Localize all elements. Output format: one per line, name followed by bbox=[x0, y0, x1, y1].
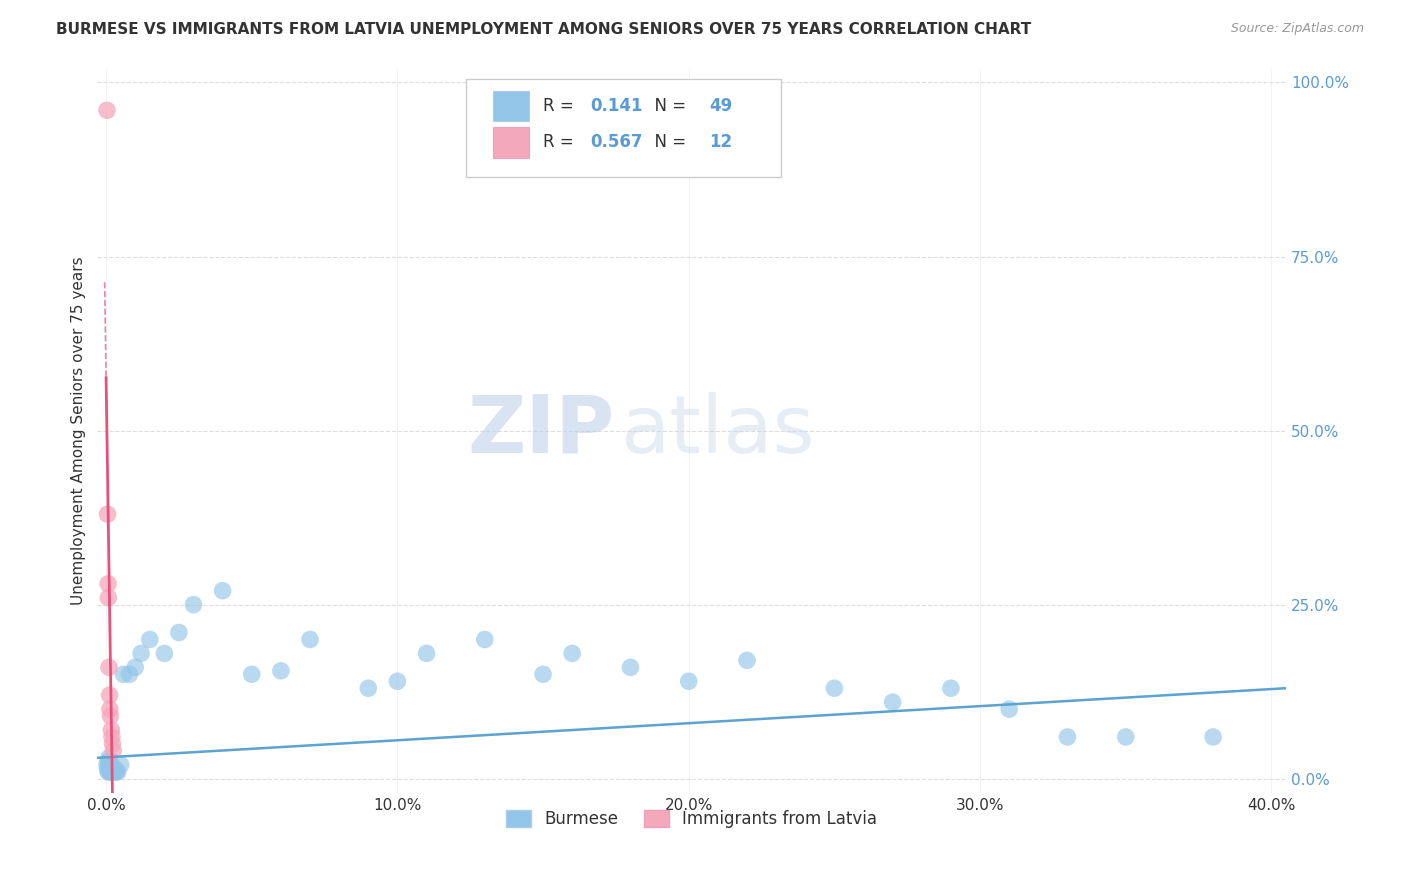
Text: N =: N = bbox=[644, 134, 692, 152]
Point bbox=[112, 667, 135, 681]
Point bbox=[387, 674, 409, 689]
Point bbox=[129, 647, 152, 661]
Point bbox=[183, 598, 205, 612]
Text: 0.567: 0.567 bbox=[591, 134, 643, 152]
Text: R =: R = bbox=[543, 134, 579, 152]
Point bbox=[100, 761, 122, 775]
Point bbox=[97, 754, 120, 768]
Point bbox=[118, 667, 141, 681]
Text: ZIP: ZIP bbox=[467, 392, 614, 469]
Text: 0.141: 0.141 bbox=[591, 97, 643, 115]
Point bbox=[96, 761, 118, 775]
Point bbox=[97, 591, 120, 605]
Point bbox=[100, 757, 122, 772]
Point bbox=[98, 761, 121, 775]
Point bbox=[103, 744, 125, 758]
Point bbox=[98, 660, 121, 674]
Point bbox=[735, 653, 758, 667]
Text: 49: 49 bbox=[710, 97, 733, 115]
Point bbox=[107, 764, 129, 779]
Point bbox=[270, 664, 292, 678]
Point bbox=[124, 660, 146, 674]
Text: N =: N = bbox=[644, 97, 692, 115]
Point bbox=[96, 757, 118, 772]
Point bbox=[98, 702, 121, 716]
Point bbox=[104, 764, 127, 779]
Y-axis label: Unemployment Among Seniors over 75 years: Unemployment Among Seniors over 75 years bbox=[72, 256, 86, 605]
Point bbox=[619, 660, 641, 674]
Point bbox=[110, 757, 132, 772]
Point bbox=[298, 632, 321, 647]
Text: 12: 12 bbox=[710, 134, 733, 152]
Text: BURMESE VS IMMIGRANTS FROM LATVIA UNEMPLOYMENT AMONG SENIORS OVER 75 YEARS CORRE: BURMESE VS IMMIGRANTS FROM LATVIA UNEMPL… bbox=[56, 22, 1032, 37]
Point bbox=[998, 702, 1021, 716]
Point bbox=[1056, 730, 1078, 744]
Point bbox=[882, 695, 904, 709]
Point bbox=[100, 764, 122, 779]
Point bbox=[678, 674, 700, 689]
Point bbox=[104, 761, 127, 775]
Point bbox=[97, 576, 120, 591]
Point bbox=[139, 632, 162, 647]
Point bbox=[100, 709, 122, 723]
Text: R =: R = bbox=[543, 97, 579, 115]
Point bbox=[103, 764, 125, 779]
Point bbox=[167, 625, 190, 640]
Point bbox=[103, 764, 125, 779]
Legend: Burmese, Immigrants from Latvia: Burmese, Immigrants from Latvia bbox=[499, 804, 883, 835]
Point bbox=[1115, 730, 1137, 744]
Point bbox=[97, 764, 120, 779]
FancyBboxPatch shape bbox=[494, 128, 529, 158]
Text: atlas: atlas bbox=[620, 392, 814, 469]
Point bbox=[98, 751, 121, 765]
Point bbox=[105, 764, 128, 779]
Point bbox=[101, 737, 124, 751]
Point bbox=[823, 681, 845, 696]
FancyBboxPatch shape bbox=[465, 79, 780, 178]
Point bbox=[474, 632, 496, 647]
Point bbox=[415, 647, 437, 661]
Point bbox=[96, 507, 118, 521]
Point bbox=[153, 647, 176, 661]
Point bbox=[101, 764, 124, 779]
Point bbox=[211, 583, 233, 598]
Point bbox=[939, 681, 962, 696]
Point bbox=[240, 667, 263, 681]
Point bbox=[96, 103, 118, 118]
Point bbox=[98, 757, 121, 772]
Point bbox=[100, 723, 122, 737]
Point bbox=[357, 681, 380, 696]
Point bbox=[101, 761, 124, 775]
Point bbox=[101, 730, 124, 744]
Point bbox=[1202, 730, 1225, 744]
Point bbox=[100, 764, 122, 779]
Point bbox=[98, 764, 121, 779]
Point bbox=[561, 647, 583, 661]
Point bbox=[98, 688, 121, 702]
Point bbox=[531, 667, 554, 681]
FancyBboxPatch shape bbox=[494, 91, 529, 121]
Text: Source: ZipAtlas.com: Source: ZipAtlas.com bbox=[1230, 22, 1364, 36]
